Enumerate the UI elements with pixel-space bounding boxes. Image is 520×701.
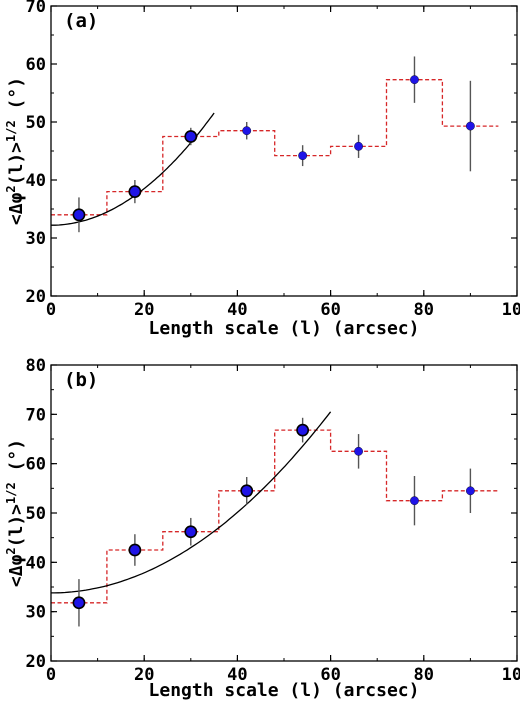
x-tick-label: 100 bbox=[502, 300, 520, 320]
data-point bbox=[410, 496, 419, 506]
data-point bbox=[465, 121, 475, 131]
fit-curve bbox=[51, 112, 215, 226]
data-point bbox=[72, 208, 86, 222]
y-axis-label-close: (°) bbox=[6, 77, 27, 120]
y-tick-label: 30 bbox=[26, 603, 46, 623]
x-tick-label: 40 bbox=[227, 665, 247, 685]
step-histogram bbox=[51, 79, 499, 216]
y-tick-label: 40 bbox=[26, 553, 46, 573]
x-axis-label: Length scale (l) (arcsec) bbox=[149, 680, 420, 701]
data-point bbox=[296, 423, 310, 437]
y-tick-label: 60 bbox=[26, 455, 46, 475]
panel-label: (a) bbox=[64, 10, 98, 32]
y-tick-label: 30 bbox=[26, 229, 46, 249]
data-point bbox=[128, 185, 142, 198]
step-histogram bbox=[51, 429, 499, 604]
y-tick-label: 20 bbox=[26, 287, 46, 307]
x-tick-label: 40 bbox=[227, 300, 247, 320]
y-tick-label: 20 bbox=[26, 652, 46, 672]
y-tick-label: 50 bbox=[26, 113, 46, 133]
y-tick-label: 50 bbox=[26, 504, 46, 524]
panel-label: (b) bbox=[64, 369, 98, 391]
y-tick-label: 70 bbox=[26, 0, 46, 17]
x-tick-label: 60 bbox=[320, 300, 340, 320]
y-axis-label-open: <Δφ bbox=[6, 554, 27, 587]
x-tick-label: 80 bbox=[414, 300, 434, 320]
y-axis-label-sup2: 1/2 bbox=[4, 120, 18, 142]
y-tick-label: 60 bbox=[26, 55, 46, 75]
panel-b: 02040608010020304050607080(b)Length scal… bbox=[4, 356, 520, 701]
y-axis-label-sup1: 2 bbox=[4, 185, 18, 192]
plot-frame bbox=[50, 5, 518, 297]
data-point bbox=[184, 130, 198, 143]
x-tick-label: 20 bbox=[134, 300, 154, 320]
y-tick-label: 80 bbox=[26, 356, 46, 376]
y-axis-label-close: (°) bbox=[6, 439, 27, 482]
x-tick-label: 60 bbox=[320, 665, 340, 685]
data-point bbox=[184, 525, 198, 539]
data-point bbox=[72, 596, 86, 610]
data-point bbox=[465, 486, 475, 496]
y-axis-label-sup1: 2 bbox=[4, 547, 18, 554]
fit-curve bbox=[51, 411, 332, 594]
plot-frame bbox=[50, 364, 518, 662]
y-axis-label-mid: (l)> bbox=[6, 142, 27, 186]
data-point bbox=[242, 126, 252, 136]
y-tick-label: 40 bbox=[26, 171, 46, 191]
x-axis-label: Length scale (l) (arcsec) bbox=[149, 318, 420, 339]
y-axis-label-open: <Δφ bbox=[6, 192, 27, 225]
y-axis-label-sup2: 1/2 bbox=[4, 482, 18, 504]
data-point bbox=[410, 75, 419, 85]
data-point bbox=[354, 141, 363, 151]
x-tick-label: 0 bbox=[46, 665, 56, 685]
x-tick-label: 80 bbox=[414, 665, 434, 685]
data-point bbox=[354, 446, 363, 456]
y-tick-label: 70 bbox=[26, 405, 46, 425]
y-axis-label: <Δφ2(l)>1/2 (°) bbox=[4, 77, 27, 225]
data-point bbox=[128, 543, 142, 557]
x-tick-label: 20 bbox=[134, 665, 154, 685]
x-tick-label: 0 bbox=[46, 300, 56, 320]
panel-a: 020406080100203040506070(a)Length scale … bbox=[4, 0, 520, 339]
y-axis-label: <Δφ2(l)>1/2 (°) bbox=[4, 439, 27, 587]
data-point bbox=[240, 484, 254, 498]
data-point bbox=[298, 151, 308, 161]
y-axis-label-mid: (l)> bbox=[6, 504, 27, 548]
x-tick-label: 100 bbox=[502, 665, 520, 685]
